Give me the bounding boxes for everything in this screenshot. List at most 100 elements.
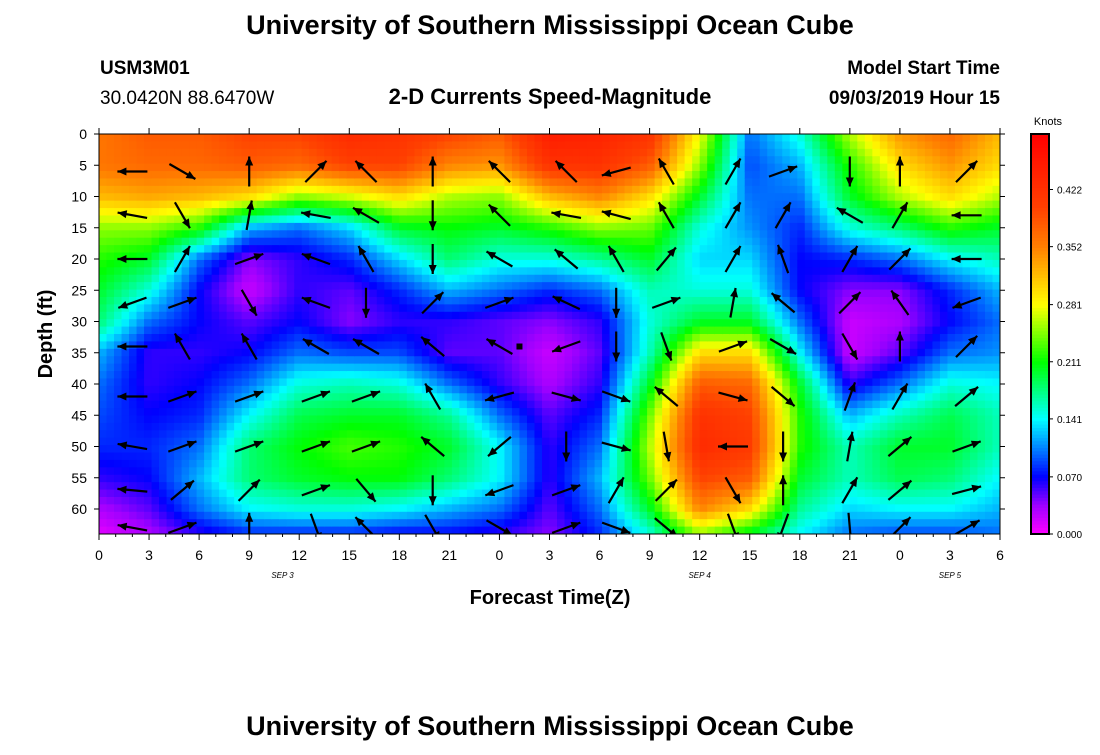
heatmap-cell: [722, 311, 731, 320]
heatmap-cell: [557, 319, 566, 328]
heatmap-cell: [316, 222, 325, 231]
heatmap-cell: [376, 371, 385, 380]
heatmap-cell: [391, 385, 400, 394]
heatmap-cell: [414, 371, 423, 380]
heatmap-cell: [234, 208, 243, 217]
heatmap-cell: [564, 496, 573, 505]
heatmap-cell: [752, 289, 761, 298]
heatmap-cell: [722, 215, 731, 224]
heatmap-cell: [151, 274, 160, 283]
heatmap-cell: [241, 296, 250, 305]
heatmap-cell: [151, 178, 160, 187]
heatmap-cell: [692, 482, 701, 491]
heatmap-cell: [541, 356, 551, 365]
heatmap-cell: [361, 141, 370, 150]
heatmap-cell: [459, 504, 468, 513]
heatmap-cell: [489, 334, 498, 343]
heatmap-cell: [481, 230, 491, 239]
heatmap-cell: [339, 430, 348, 439]
heatmap-cell: [316, 148, 325, 157]
heatmap-cell: [632, 526, 641, 534]
heatmap-cell: [654, 422, 663, 431]
heatmap-cell: [151, 134, 160, 143]
heatmap-cell: [541, 282, 551, 291]
heatmap-cell: [144, 378, 153, 387]
heatmap-cell: [707, 267, 716, 276]
heatmap-cell: [399, 467, 408, 476]
heatmap-cell: [166, 163, 175, 172]
heatmap-cell: [129, 422, 138, 431]
heatmap-cell: [639, 341, 648, 350]
heatmap-cell: [496, 156, 506, 165]
heatmap-cell: [519, 252, 528, 261]
heatmap-cell: [339, 408, 348, 417]
heatmap-cell: [767, 134, 776, 143]
heatmap-cell: [114, 289, 123, 298]
heatmap-cell: [774, 445, 783, 454]
heatmap-cell: [632, 511, 641, 520]
heatmap-cell: [294, 467, 303, 476]
heatmap-cell: [301, 282, 310, 291]
heatmap-cell: [129, 385, 138, 394]
heatmap-cell: [624, 422, 633, 431]
heatmap-cell: [624, 385, 633, 394]
heatmap-cell: [564, 385, 573, 394]
heatmap-cell: [579, 148, 588, 157]
heatmap-cell: [271, 134, 280, 143]
heatmap-cell: [639, 474, 648, 483]
heatmap-cell: [354, 156, 363, 165]
heatmap-cell: [519, 452, 528, 461]
heatmap-cell: [384, 334, 393, 343]
heatmap-cell: [166, 363, 175, 372]
heatmap-cell: [534, 178, 543, 187]
heatmap-cell: [504, 385, 513, 394]
heatmap-cell: [99, 430, 108, 439]
heatmap-cell: [354, 489, 363, 498]
heatmap-cell: [609, 467, 618, 476]
heatmap-cell: [684, 252, 693, 261]
heatmap-cell: [579, 215, 588, 224]
heatmap-cell: [451, 430, 460, 439]
heatmap-cell: [316, 185, 325, 194]
heatmap-cell: [264, 430, 273, 439]
heatmap-cell: [264, 134, 273, 143]
heatmap-cell: [114, 408, 123, 417]
heatmap-cell: [632, 156, 641, 165]
heatmap-cell: [444, 259, 453, 268]
heatmap-cell: [624, 171, 633, 180]
heatmap-cell: [602, 237, 611, 246]
heatmap-cell: [211, 363, 220, 372]
heatmap-cell: [421, 356, 430, 365]
heatmap-cell: [256, 430, 265, 439]
heatmap-cell: [159, 230, 168, 239]
heatmap-cell: [301, 141, 310, 150]
heatmap-cell: [722, 519, 731, 528]
heatmap-cell: [511, 437, 521, 446]
heatmap-cell: [181, 289, 190, 298]
heatmap-cell: [609, 141, 618, 150]
heatmap-cell: [699, 430, 708, 439]
heatmap-cell: [136, 408, 145, 417]
heatmap-cell: [129, 504, 138, 513]
heatmap-cell: [669, 274, 678, 283]
heatmap-cell: [151, 163, 160, 172]
heatmap-cell: [211, 282, 220, 291]
heatmap-cell: [159, 252, 168, 261]
heatmap-cell: [279, 296, 288, 305]
heatmap-cell: [354, 222, 363, 231]
heatmap-cell: [609, 356, 618, 365]
heatmap-cell: [211, 274, 220, 283]
heatmap-cell: [594, 437, 603, 446]
heatmap-cell: [707, 200, 716, 209]
heatmap-cell: [496, 400, 506, 409]
heatmap-cell: [737, 408, 746, 417]
heatmap-cell: [226, 215, 235, 224]
heatmap-cell: [151, 289, 160, 298]
heatmap-cell: [414, 311, 423, 320]
heatmap-cell: [519, 230, 528, 239]
heatmap-cell: [639, 148, 648, 157]
heatmap-cell: [406, 489, 415, 498]
heatmap-cell: [436, 267, 445, 276]
heatmap-cell: [684, 482, 693, 491]
heatmap-cell: [789, 148, 798, 157]
